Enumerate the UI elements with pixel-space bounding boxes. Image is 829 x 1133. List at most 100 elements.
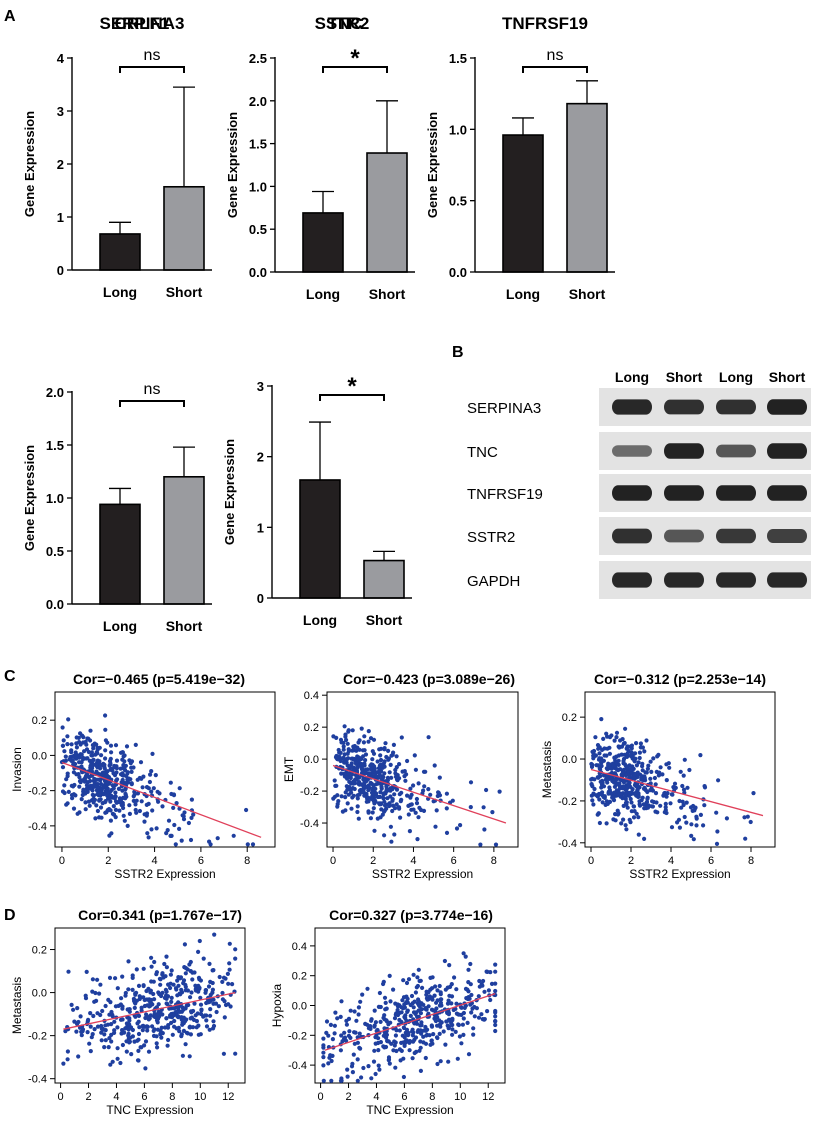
data-point [88, 1024, 93, 1029]
data-point [166, 818, 172, 823]
data-point [624, 827, 629, 832]
y-tick-label: 3 [57, 104, 64, 119]
data-point [142, 1043, 147, 1048]
data-point [434, 808, 439, 813]
data-point [390, 808, 395, 814]
data-point [114, 770, 119, 775]
data-point [450, 1027, 455, 1032]
data-point [79, 1033, 84, 1038]
data-point [321, 1078, 326, 1083]
data-point [432, 763, 437, 768]
data-point [351, 744, 356, 749]
data-point [402, 1043, 407, 1048]
data-point [340, 809, 345, 814]
blot-band [716, 485, 756, 501]
data-point [437, 775, 442, 780]
chart-title: TNFRSF19 [502, 14, 588, 33]
data-point [66, 717, 71, 722]
bar-short [163, 185, 205, 271]
data-point [399, 1005, 404, 1010]
x-tick-label: 0 [58, 1091, 64, 1103]
data-point [395, 1012, 401, 1018]
data-point [152, 959, 157, 965]
data-point [333, 783, 338, 789]
data-point [94, 742, 99, 747]
data-point [329, 1078, 334, 1083]
data-point [189, 797, 194, 802]
data-point [382, 771, 387, 776]
significance-label: * [347, 373, 357, 400]
data-point [99, 815, 104, 820]
data-point [321, 1036, 326, 1041]
data-point [84, 783, 89, 788]
data-point [98, 781, 104, 787]
data-point [378, 753, 383, 758]
data-point [370, 757, 375, 762]
data-point [635, 783, 640, 788]
data-point [171, 793, 177, 798]
data-point [411, 1039, 416, 1044]
data-point [362, 748, 367, 753]
data-point [227, 967, 232, 972]
data-point [634, 763, 640, 768]
data-point [397, 1047, 402, 1052]
x-tick-label: 0 [330, 855, 336, 867]
data-point [698, 812, 704, 818]
data-point [162, 995, 167, 1001]
data-point [420, 985, 425, 991]
data-point [326, 1033, 331, 1038]
data-point [226, 1002, 231, 1007]
y-axis-label: Gene Expression [22, 111, 37, 217]
data-point [118, 1017, 124, 1022]
scatter-hypoxia: Cor=0.327 (p=3.774e−16) 0 2 4 6 8 10 12 0.4 0.2 0.… [270, 907, 506, 1117]
data-point [149, 955, 154, 960]
data-point [366, 729, 371, 734]
y-tick-label: 1 [257, 520, 264, 535]
data-point [631, 766, 636, 772]
data-point [95, 1024, 101, 1029]
bar-chart-crlf1: CRLF1 0.0 0.5 1.0 1.5 2.0 Long Short Gene Expres… [22, 14, 212, 634]
regression-line [590, 768, 764, 817]
data-point [382, 759, 387, 764]
significance-bracket [319, 394, 385, 401]
data-point [83, 807, 88, 812]
x-tick-label: 8 [429, 1091, 435, 1103]
data-point [139, 799, 144, 804]
data-point [438, 1059, 443, 1064]
data-point [183, 971, 188, 976]
data-point [361, 782, 366, 787]
blot-lane-label: Long [719, 369, 753, 385]
data-point [441, 1029, 446, 1034]
data-point [69, 742, 74, 747]
data-point [124, 744, 130, 749]
data-point [438, 990, 443, 995]
data-point [694, 814, 699, 819]
data-point [120, 777, 125, 783]
data-point [62, 783, 67, 788]
data-point [413, 1011, 418, 1017]
data-point [143, 1039, 149, 1044]
y-axis-label: Hypoxia [270, 984, 284, 1028]
data-point [381, 791, 386, 796]
data-point [140, 1028, 145, 1033]
data-point [680, 799, 685, 804]
y-tick-label: -0.2 [300, 786, 319, 798]
data-point [112, 765, 117, 770]
data-point [476, 1015, 482, 1020]
data-point [137, 1025, 142, 1030]
data-point [104, 780, 110, 785]
data-point [136, 1037, 141, 1042]
data-point [127, 803, 132, 808]
data-point [71, 792, 76, 797]
data-point [412, 753, 417, 758]
data-point [649, 769, 654, 775]
data-point [637, 750, 643, 755]
data-point [437, 1031, 442, 1036]
data-point [91, 784, 97, 789]
data-point [126, 959, 131, 964]
x-tick-label: 6 [451, 855, 457, 867]
data-point [388, 999, 393, 1004]
data-point [71, 754, 76, 759]
data-point [79, 760, 84, 765]
data-point [437, 793, 443, 798]
